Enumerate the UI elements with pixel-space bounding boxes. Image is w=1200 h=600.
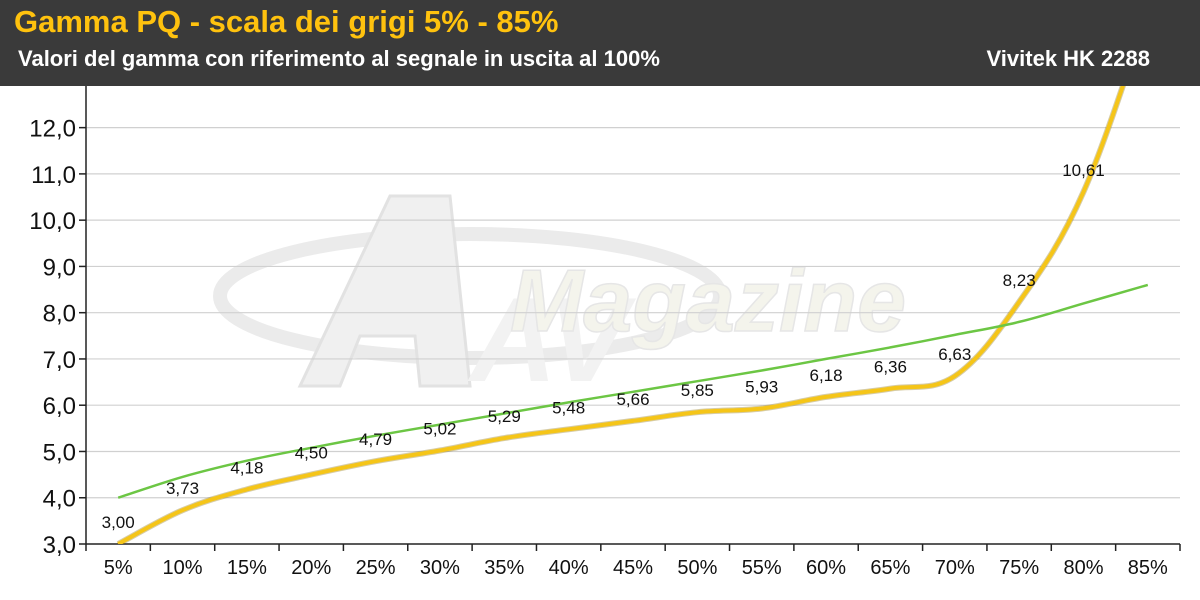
y-tick-label: 11,0: [31, 162, 76, 189]
y-tick-label: 5,0: [43, 439, 76, 466]
chart-title: Gamma PQ - scala dei grigi 5% - 85%: [14, 4, 559, 39]
x-tick-label: 55%: [742, 557, 782, 579]
data-label: 4,50: [295, 444, 328, 463]
x-tick-label: 35%: [484, 557, 524, 579]
y-tick-label: 9,0: [43, 254, 76, 281]
y-tick-label: 7,0: [43, 347, 76, 374]
data-label: 5,93: [745, 377, 778, 396]
data-label: 5,29: [488, 407, 521, 426]
device-name: Vivitek HK 2288: [986, 46, 1150, 71]
x-tick-label: 60%: [806, 557, 846, 579]
data-label: 3,00: [102, 513, 135, 532]
x-tick-label: 65%: [870, 557, 910, 579]
y-tick-label: 8,0: [43, 301, 76, 328]
y-tick-label: 6,0: [43, 393, 76, 420]
x-tick-label: 10%: [163, 557, 203, 579]
y-tick-label: 12,0: [29, 116, 76, 143]
data-label: 3,73: [166, 479, 199, 498]
data-label: 5,48: [552, 398, 585, 417]
chart-header: Gamma PQ - scala dei grigi 5% - 85% Valo…: [0, 0, 1200, 86]
x-tick-label: 75%: [999, 557, 1039, 579]
x-tick-label: 15%: [227, 557, 267, 579]
watermark-logo-shape: [297, 194, 472, 388]
data-label: 5,85: [681, 381, 714, 400]
data-label: 5,66: [616, 390, 649, 409]
watermark: AV Magazine: [213, 194, 907, 407]
x-tick-label: 85%: [1128, 557, 1168, 579]
data-label: 4,18: [230, 458, 263, 477]
data-label: 5,02: [423, 420, 456, 439]
data-label: 8,23: [1003, 271, 1036, 290]
data-label: 6,63: [938, 345, 971, 364]
x-tick-label: 80%: [1063, 557, 1103, 579]
x-tick-label: 25%: [356, 557, 396, 579]
reference-gamma-line: [117, 283, 1149, 499]
x-tick-label: 30%: [420, 557, 460, 579]
chart-subtitle: Valori del gamma con riferimento al segn…: [18, 46, 660, 71]
x-tick-label: 50%: [677, 557, 717, 579]
x-tick-label: 70%: [935, 557, 975, 579]
watermark-swoosh: [213, 227, 727, 365]
x-tick-label: 45%: [613, 557, 653, 579]
data-label: 10,61: [1062, 161, 1105, 180]
x-tick-label: 40%: [549, 557, 589, 579]
y-tick-label: 10,0: [29, 208, 76, 235]
watermark-logo-text: AV: [467, 273, 637, 407]
x-tick-label: 5%: [104, 557, 133, 579]
data-label: 6,36: [874, 358, 907, 377]
x-tick-label: 20%: [291, 557, 331, 579]
data-label: 6,18: [810, 366, 843, 385]
data-label: 4,79: [359, 430, 392, 449]
y-tick-label: 4,0: [43, 486, 76, 513]
y-tick-label: 3,0: [43, 532, 76, 559]
gamma-chart: AV Magazine 3,0 4,0 5,0 6,0 7,0 8,0 9,0 10,0 11,…: [29, 86, 1181, 579]
